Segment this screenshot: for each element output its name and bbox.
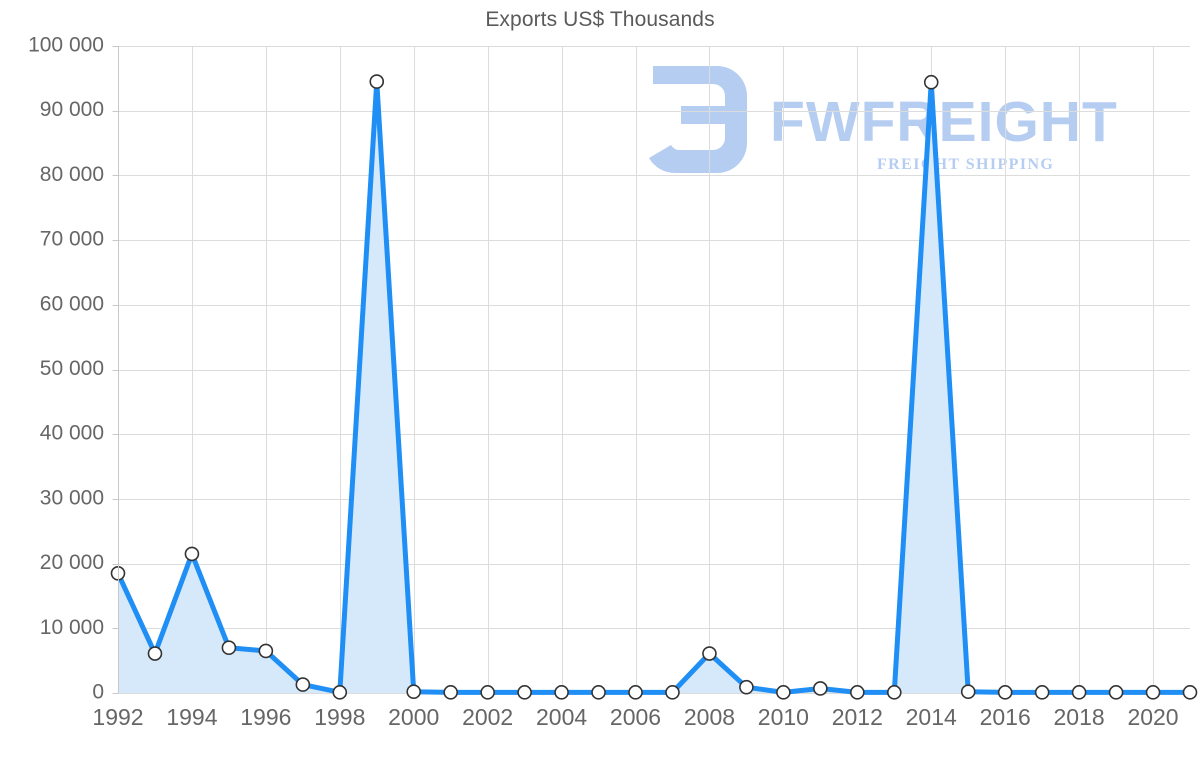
area-fill-path	[118, 81, 1190, 694]
data-point-marker[interactable]: 1993: 6100	[147, 646, 163, 661]
data-point-marker[interactable]: 2004: 100	[554, 685, 569, 700]
data-point-marker[interactable]: 2001: 100	[443, 685, 458, 700]
x-tick-label: 2002	[462, 704, 513, 730]
x-tick-label: 2004	[536, 704, 587, 730]
data-point-marker[interactable]: 2009: 900	[739, 679, 754, 695]
data-point-marker[interactable]: 2018: 100	[1071, 685, 1087, 700]
data-point-marker[interactable]: 1997: 1300	[295, 677, 311, 692]
y-tick-label: 30 000	[40, 486, 104, 509]
series-markers: 1992: 185001993: 61001994: 215001995: 70…	[110, 74, 1198, 700]
data-point-marker[interactable]: 2020: 100	[1145, 685, 1161, 700]
data-point-marker[interactable]: 1998: 100	[332, 685, 348, 700]
data-point-marker[interactable]: 2005: 100	[591, 685, 606, 700]
data-point-marker[interactable]: 2014: 94400	[923, 74, 939, 90]
y-tick-label: 80 000	[40, 163, 104, 186]
x-tick-label: 2006	[610, 704, 661, 730]
x-tick-label: 1992	[92, 704, 143, 730]
data-point-marker[interactable]: 2021: 100	[1182, 685, 1198, 700]
x-tick-label: 1998	[314, 704, 365, 730]
x-tick-label: 2014	[906, 704, 957, 730]
data-point-marker[interactable]: 2019: 100	[1108, 685, 1124, 700]
x-tick-label: 2012	[832, 704, 883, 730]
data-point-marker[interactable]: 2000: 200	[406, 684, 422, 700]
data-point-marker[interactable]: 2010: 100	[776, 685, 791, 700]
y-gridlines	[118, 46, 1190, 694]
y-axis-labels: 0 10 000 20 000 30 000 40 000 50 000 60 000 70 …	[28, 34, 104, 704]
y-tick-label: 90 000	[40, 98, 104, 121]
y-tick-label: 40 000	[40, 422, 104, 445]
data-point-marker[interactable]: 1999: 94500	[369, 74, 385, 89]
x-gridlines	[118, 46, 1154, 693]
y-tick-label: 0	[92, 681, 104, 704]
data-point-marker[interactable]: 2011: 700	[813, 681, 828, 696]
data-point-marker[interactable]: 2017: 100	[1034, 685, 1050, 700]
data-point-marker[interactable]: 1994: 21500	[184, 546, 200, 562]
y-tick-label: 50 000	[40, 357, 104, 380]
x-tick-label: 2020	[1127, 704, 1178, 730]
data-point-marker[interactable]: 1996: 6500	[258, 643, 274, 659]
data-point-marker[interactable]: 2006: 100	[628, 685, 643, 700]
chart-title: Exports US$ Thousands	[485, 8, 715, 31]
data-point-marker[interactable]: 2008: 6100	[702, 646, 717, 661]
area-fill	[118, 81, 1190, 694]
x-tick-label: 2000	[388, 704, 439, 730]
x-axis-labels: 1992 1994 1996 1998 2000 2002 2004 2006 2008 2010…	[92, 704, 1178, 730]
x-tick-label: 2010	[758, 704, 809, 730]
x-tick-label: 2008	[684, 704, 735, 730]
series-line	[115, 79, 1193, 695]
y-tick-label: 100 000	[28, 34, 104, 57]
y-tick-label: 10 000	[40, 616, 104, 639]
x-tick-label: 2016	[980, 704, 1031, 730]
series-line-path	[115, 79, 1193, 695]
data-point-marker[interactable]: 2013: 100	[886, 685, 902, 700]
x-tick-label: 1994	[166, 704, 217, 730]
data-point-marker[interactable]: 2007: 100	[665, 685, 680, 700]
y-tick-label: 60 000	[40, 292, 104, 315]
y-tick-label: 20 000	[40, 551, 104, 574]
x-tick-label: 1996	[240, 704, 291, 730]
data-point-marker[interactable]: 2012: 100	[850, 685, 865, 700]
x-tick-label: 2018	[1054, 704, 1105, 730]
data-point-marker[interactable]: 2016: 100	[997, 685, 1013, 700]
y-tick-label: 70 000	[40, 228, 104, 251]
data-point-marker[interactable]: 2003: 100	[517, 685, 532, 700]
data-point-marker[interactable]: 2002: 100	[480, 685, 495, 700]
y-axis	[112, 46, 119, 694]
data-point-marker[interactable]: 2015: 200	[960, 684, 976, 700]
